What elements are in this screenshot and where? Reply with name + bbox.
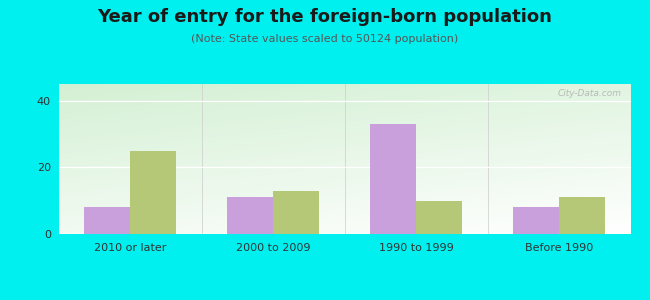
Text: Year of entry for the foreign-born population: Year of entry for the foreign-born popul…: [98, 8, 552, 26]
Text: (Note: State values scaled to 50124 population): (Note: State values scaled to 50124 popu…: [191, 34, 459, 44]
Bar: [370, 124, 416, 234]
Text: City-Data.com: City-Data.com: [558, 88, 622, 98]
Bar: [416, 201, 462, 234]
Bar: [227, 197, 273, 234]
Bar: [130, 151, 176, 234]
Bar: [514, 207, 559, 234]
Bar: [84, 207, 130, 234]
Bar: [559, 197, 604, 234]
Legend: 50124, Iowa: 50124, Iowa: [266, 298, 423, 300]
Bar: [273, 191, 318, 234]
